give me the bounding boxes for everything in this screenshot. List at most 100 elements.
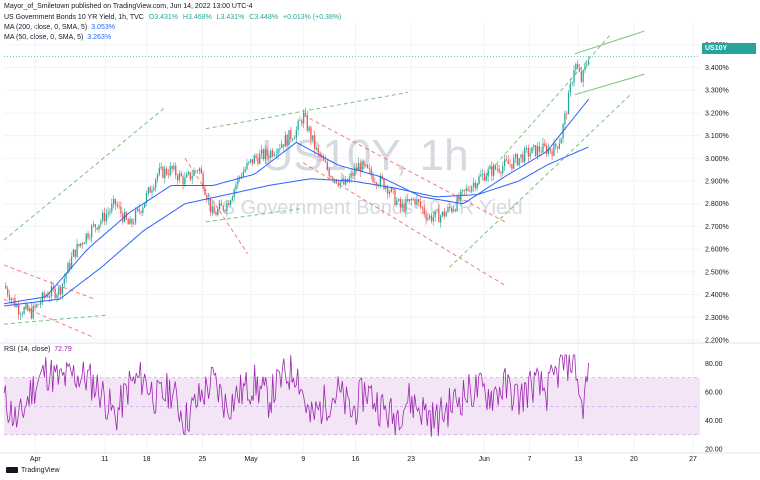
candle-body (145, 193, 148, 203)
candle-body (478, 176, 480, 184)
candle-body (74, 249, 76, 257)
candle-body (184, 177, 186, 185)
candle-body (485, 176, 487, 181)
candle-body (335, 179, 338, 183)
candle-body (19, 314, 22, 315)
candle-body (80, 243, 82, 246)
candle-body (193, 170, 195, 177)
candle-body (244, 169, 246, 172)
candle-body (202, 173, 204, 189)
candle-body (556, 146, 559, 149)
candle-body (220, 203, 223, 206)
candle-body (98, 224, 100, 230)
candle-body (178, 173, 181, 181)
candle-body (302, 112, 305, 124)
ma200-line (3, 146, 589, 307)
rsi-value: 72.79 (54, 346, 72, 353)
candle-body (136, 208, 139, 211)
candle-body (567, 92, 570, 115)
candle-body (480, 174, 482, 177)
candle-body (533, 145, 535, 148)
candle-body (494, 165, 497, 170)
candle-body (189, 172, 191, 180)
candle-body (175, 165, 177, 176)
candle-body (182, 176, 184, 185)
candle-body (197, 170, 199, 172)
candle-body (467, 188, 469, 191)
candle-body (242, 171, 244, 177)
candle-body (7, 288, 9, 295)
candle-body (288, 130, 290, 146)
candle-body (257, 157, 259, 164)
candle-body (396, 200, 398, 205)
candle-body (544, 143, 546, 146)
symbol-line: US Government Bonds 10 YR Yield, 1h, TVC (4, 14, 144, 21)
candle-body (266, 149, 268, 156)
candle-body (12, 298, 14, 299)
candle-body (293, 138, 296, 140)
candle-body (363, 161, 365, 166)
candle-body (463, 189, 466, 191)
candle-body (454, 209, 456, 212)
candle-body (317, 148, 319, 153)
candle-body (394, 189, 396, 205)
candle-body (277, 149, 279, 155)
candle-body (324, 160, 327, 163)
trend-channel-line (3, 298, 95, 339)
candle-body (43, 292, 45, 297)
candle-body (410, 198, 413, 201)
candle-body (540, 151, 542, 153)
time-tick-label: 18 (143, 456, 151, 463)
candle-body (76, 244, 78, 257)
ma200-value: 3.053% (91, 24, 115, 31)
candle-body (34, 305, 36, 308)
candle-body (186, 174, 188, 178)
candle-body (158, 168, 160, 175)
candle-body (536, 146, 539, 156)
candle-body (129, 218, 131, 225)
candle-body (240, 176, 243, 178)
candle-body (195, 170, 197, 172)
candle-body (32, 305, 34, 319)
ohlc-high: H3.468% (182, 14, 212, 21)
watermark-symbol: US10Y, 1h (261, 131, 468, 180)
candle-body (21, 313, 23, 315)
candle-body (228, 202, 230, 206)
candle-body (165, 168, 168, 175)
candle-body (281, 144, 283, 148)
ohlc-close: C3.448% (249, 14, 279, 21)
candle-body (312, 135, 314, 140)
candle-body (474, 182, 477, 189)
trend-channel-line (476, 35, 610, 186)
candle-body (524, 148, 526, 162)
candle-body (354, 167, 356, 176)
candle-body (366, 164, 369, 169)
candle-body (416, 199, 418, 205)
candle-body (511, 164, 513, 169)
candle-body (58, 287, 60, 295)
candle-body (352, 172, 354, 176)
candle-body (427, 217, 429, 220)
time-tick-label: 7 (528, 456, 532, 463)
candle-body (10, 298, 12, 301)
candle-body (262, 149, 265, 160)
candle-body (438, 209, 440, 223)
candle-body (153, 187, 155, 191)
candle-body (535, 145, 537, 156)
candle-body (496, 168, 498, 170)
candle-body (498, 168, 500, 172)
candle-body (341, 178, 343, 182)
tradingview-logo[interactable]: TradingView (6, 467, 60, 474)
last-price-tag: US10Y 3.448% (702, 43, 756, 63)
candle-body (434, 210, 436, 217)
candle-body (392, 187, 394, 190)
candle-body (217, 209, 219, 216)
candle-body (176, 175, 179, 181)
candle-body (323, 157, 325, 161)
candle-body (588, 61, 590, 65)
candle-body (348, 177, 350, 183)
candle-body (516, 154, 519, 166)
tradingview-logo-text: TradingView (21, 467, 60, 474)
candle-body (259, 153, 261, 164)
